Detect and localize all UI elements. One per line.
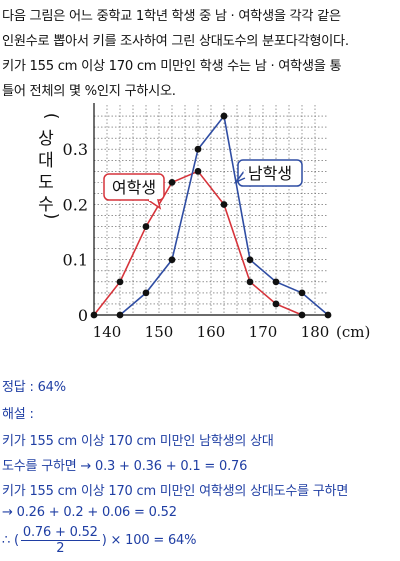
data-point <box>142 223 150 230</box>
callout-tail <box>233 169 246 184</box>
frequency-polygon-chart: 140 150 160 170 180 (cm) 0 0.1 0.2 0.3 ( 상대도수) 여학생 남학… <box>38 103 370 341</box>
explanation-line: 키가 155 cm 이상 170 cm 미만인 여학생의 상대도수를 구하면 <box>2 484 349 499</box>
x-tick-label: 170 <box>249 323 278 341</box>
problem-line: 틀어 전체의 몇 %인지 구하시오. <box>2 84 176 99</box>
answer-text: 정답 : 64% <box>2 380 66 395</box>
grid <box>94 105 328 315</box>
x-tick-label: 160 <box>197 323 226 341</box>
y-axis-label-char: ( <box>41 113 61 120</box>
data-point <box>272 278 280 286</box>
y-axis-label-char: 상 <box>38 129 54 149</box>
y-axis-label-char: 도 <box>38 173 54 193</box>
data-point <box>168 178 176 186</box>
x-tick-label: 150 <box>145 323 174 341</box>
callout-tail <box>147 199 162 210</box>
final-answer-line: ∴ (0.76 + 0.52 2) × 100 = 64% <box>2 525 196 556</box>
callout-box <box>237 159 303 187</box>
series-callout: 남학생 <box>233 159 303 187</box>
data-point <box>220 112 228 120</box>
data-point <box>246 278 254 286</box>
data-point <box>298 289 306 297</box>
data-point <box>194 167 202 175</box>
data-point <box>220 201 228 208</box>
data-point <box>324 311 332 319</box>
problem-line: 키가 155 cm 이상 170 cm 미만인 학생 수는 남 · 여학생을 통 <box>2 59 342 74</box>
final-suffix: ) × 100 = 64% <box>101 533 197 548</box>
x-axis-unit: (cm) <box>336 323 370 341</box>
y-tick-label: 0 <box>78 306 88 325</box>
data-point <box>246 256 254 264</box>
y-tick-label: 0.2 <box>63 195 88 214</box>
x-tick-label: 140 <box>93 323 122 341</box>
series-name: 여학생 <box>112 178 156 197</box>
data-point <box>272 300 280 308</box>
y-axis-label-char: 수 <box>38 195 54 215</box>
data-point <box>116 278 124 286</box>
data-point <box>142 289 150 297</box>
fraction-numerator: 0.76 + 0.52 <box>20 525 100 541</box>
problem-line: 다음 그림은 어느 중학교 1학년 학생 중 남 · 여학생을 각각 같은 <box>2 9 341 24</box>
data-point <box>298 311 306 319</box>
y-axis-label-char: 대 <box>38 151 54 171</box>
problem-text: 다음 그림은 어느 중학교 1학년 학생 중 남 · 여학생을 각각 같은 인원… <box>2 4 398 104</box>
fraction: 0.76 + 0.52 2 <box>20 525 100 556</box>
data-point <box>90 311 98 319</box>
y-tick-label: 0.1 <box>63 251 88 270</box>
series-callout: 여학생 <box>103 173 165 210</box>
y-tick-label: 0.3 <box>63 140 88 159</box>
data-point <box>168 256 176 264</box>
explanation-line: 키가 155 cm 이상 170 cm 미만인 남학생의 상대 <box>2 434 274 449</box>
explanation-line: 도수를 구하면 → 0.3 + 0.36 + 0.1 = 0.76 <box>2 459 248 474</box>
explanation-label: 해설 : <box>2 407 34 422</box>
callout-tail-cover <box>243 169 247 179</box>
y-axis-label-char: ) <box>41 213 61 220</box>
callout-box <box>103 173 165 201</box>
explanation-line: → 0.26 + 0.2 + 0.06 = 0.52 <box>2 505 177 520</box>
fraction-denominator: 2 <box>56 541 65 556</box>
data-point <box>116 311 124 319</box>
problem-line: 인원수로 뽑아서 키를 조사하여 그린 상대도수의 분포다각형이다. <box>2 34 349 49</box>
x-tick-label: 180 <box>301 323 330 341</box>
final-prefix: ∴ ( <box>2 533 19 548</box>
series-name: 남학생 <box>248 164 292 183</box>
data-point <box>194 145 202 153</box>
